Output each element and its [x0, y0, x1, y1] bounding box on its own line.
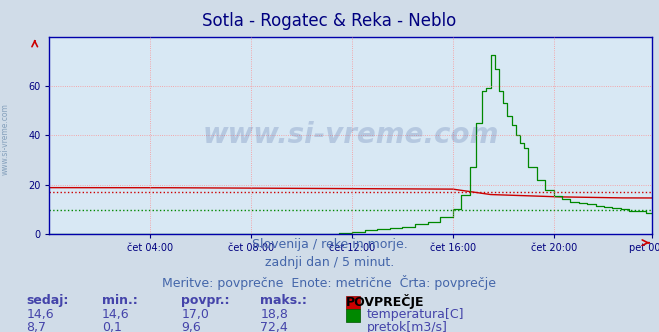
Text: min.:: min.: — [102, 294, 138, 307]
Text: zadnji dan / 5 minut.: zadnji dan / 5 minut. — [265, 256, 394, 269]
Text: pretok[m3/s]: pretok[m3/s] — [367, 321, 448, 332]
Text: 17,0: 17,0 — [181, 308, 209, 321]
Text: POVPREČJE: POVPREČJE — [346, 294, 424, 309]
Text: 14,6: 14,6 — [26, 308, 54, 321]
Text: www.si-vreme.com: www.si-vreme.com — [1, 104, 10, 175]
Text: 9,6: 9,6 — [181, 321, 201, 332]
Text: Meritve: povprečne  Enote: metrične  Črta: povprečje: Meritve: povprečne Enote: metrične Črta:… — [163, 275, 496, 290]
Text: sedaj:: sedaj: — [26, 294, 69, 307]
Text: temperatura[C]: temperatura[C] — [367, 308, 465, 321]
Text: 14,6: 14,6 — [102, 308, 130, 321]
Text: Sotla - Rogatec & Reka - Neblo: Sotla - Rogatec & Reka - Neblo — [202, 12, 457, 30]
Text: 18,8: 18,8 — [260, 308, 288, 321]
Text: 0,1: 0,1 — [102, 321, 122, 332]
Text: maks.:: maks.: — [260, 294, 307, 307]
Text: www.si-vreme.com: www.si-vreme.com — [203, 121, 499, 149]
Text: 8,7: 8,7 — [26, 321, 46, 332]
Text: povpr.:: povpr.: — [181, 294, 230, 307]
Text: 72,4: 72,4 — [260, 321, 288, 332]
Text: Slovenija / reke in morje.: Slovenija / reke in morje. — [252, 238, 407, 251]
